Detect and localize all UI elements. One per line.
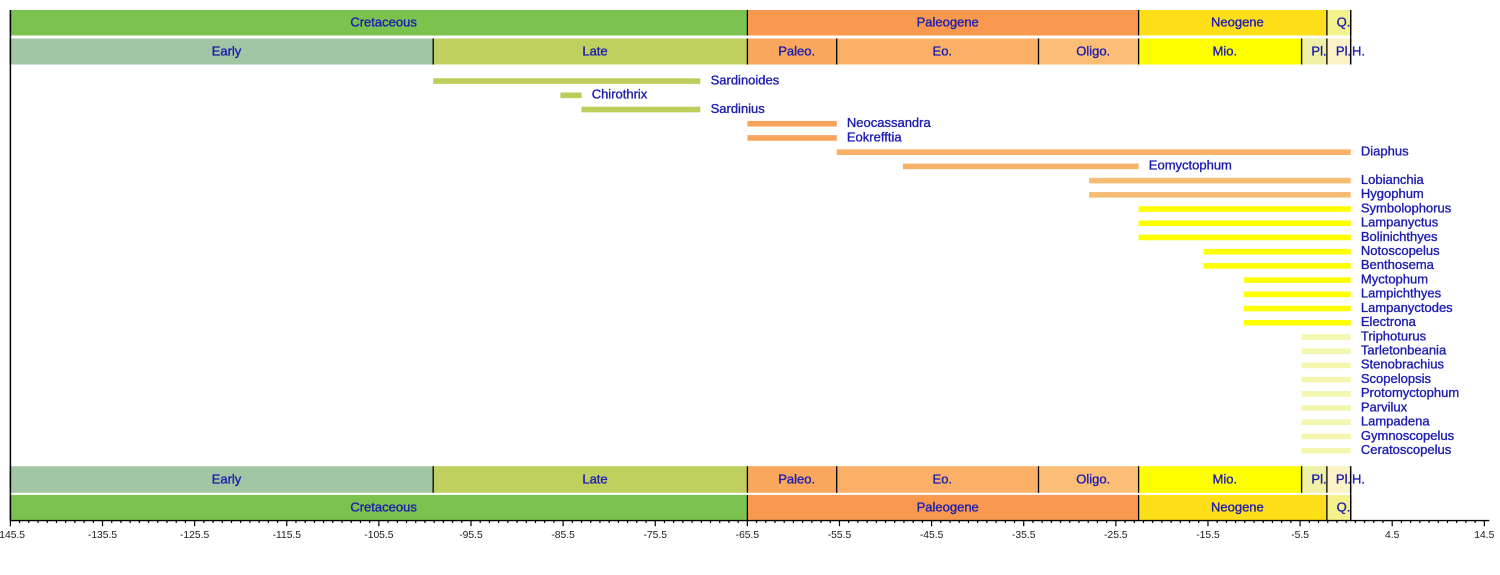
svg-text:Paleogene: Paleogene <box>917 15 979 30</box>
svg-text:Cretaceous: Cretaceous <box>350 499 417 514</box>
svg-text:Symbolophorus: Symbolophorus <box>1361 200 1452 215</box>
svg-text:Early: Early <box>212 471 242 486</box>
svg-text:Gymnoscopelus: Gymnoscopelus <box>1361 428 1455 443</box>
svg-text:Mio.: Mio. <box>1213 43 1238 58</box>
svg-text:Oligo.: Oligo. <box>1076 43 1110 58</box>
svg-text:Lampichthyes: Lampichthyes <box>1361 286 1442 301</box>
svg-text:-5.5: -5.5 <box>1291 530 1309 541</box>
svg-text:Neogene: Neogene <box>1211 15 1264 30</box>
svg-text:Late: Late <box>582 43 607 58</box>
svg-text:Q.: Q. <box>1337 15 1351 30</box>
svg-text:Lampanyctodes: Lampanyctodes <box>1361 300 1453 315</box>
svg-text:Lobianchia: Lobianchia <box>1361 172 1425 187</box>
svg-text:Ceratoscopelus: Ceratoscopelus <box>1361 442 1452 457</box>
svg-text:Eokrefftia: Eokrefftia <box>847 129 902 144</box>
svg-text:-45.5: -45.5 <box>920 530 944 541</box>
svg-text:Hygophum: Hygophum <box>1361 186 1424 201</box>
svg-text:Mio.: Mio. <box>1213 471 1238 486</box>
svg-text:Stenobrachius: Stenobrachius <box>1361 357 1445 372</box>
svg-text:Lampadena: Lampadena <box>1361 414 1430 429</box>
svg-text:-35.5: -35.5 <box>1012 530 1036 541</box>
svg-text:4.5: 4.5 <box>1385 530 1400 541</box>
svg-text:-25.5: -25.5 <box>1104 530 1128 541</box>
svg-text:Scopelopsis: Scopelopsis <box>1361 371 1432 386</box>
svg-text:Myctophum: Myctophum <box>1361 271 1428 286</box>
svg-text:Pl.: Pl. <box>1311 43 1326 58</box>
svg-text:Eo.: Eo. <box>933 43 953 58</box>
svg-text:H.: H. <box>1352 43 1365 58</box>
svg-text:-135.5: -135.5 <box>88 530 117 541</box>
svg-text:-105.5: -105.5 <box>364 530 393 541</box>
svg-text:Diaphus: Diaphus <box>1361 144 1409 159</box>
svg-text:Protomyctophum: Protomyctophum <box>1361 385 1459 400</box>
svg-text:Q.: Q. <box>1337 499 1351 514</box>
svg-text:Sardinoides: Sardinoides <box>711 72 780 87</box>
svg-text:Early: Early <box>212 43 242 58</box>
svg-text:Pl.: Pl. <box>1336 471 1351 486</box>
svg-text:-65.5: -65.5 <box>736 530 760 541</box>
svg-text:Neogene: Neogene <box>1211 499 1264 514</box>
svg-text:Pl.: Pl. <box>1311 471 1326 486</box>
svg-text:Paleogene: Paleogene <box>917 499 979 514</box>
svg-text:Chirothrix: Chirothrix <box>592 87 648 102</box>
svg-text:Neocassandra: Neocassandra <box>847 115 932 130</box>
svg-text:Paleo.: Paleo. <box>778 471 815 486</box>
svg-text:-95.5: -95.5 <box>459 530 483 541</box>
svg-text:Electrona: Electrona <box>1361 314 1417 329</box>
svg-text:-125.5: -125.5 <box>180 530 209 541</box>
svg-text:-75.5: -75.5 <box>643 530 667 541</box>
svg-text:-85.5: -85.5 <box>551 530 575 541</box>
svg-text:-145.5: -145.5 <box>0 530 25 541</box>
svg-text:Tarletonbeania: Tarletonbeania <box>1361 343 1447 358</box>
svg-text:Benthosema: Benthosema <box>1361 257 1435 272</box>
svg-text:Notoscopelus: Notoscopelus <box>1361 243 1440 258</box>
svg-text:Sardinius: Sardinius <box>711 101 766 116</box>
svg-text:Eo.: Eo. <box>933 471 953 486</box>
svg-text:Pl.: Pl. <box>1336 43 1351 58</box>
svg-text:-15.5: -15.5 <box>1196 530 1220 541</box>
svg-text:Oligo.: Oligo. <box>1076 471 1110 486</box>
svg-text:Paleo.: Paleo. <box>778 43 815 58</box>
svg-text:Cretaceous: Cretaceous <box>350 15 417 30</box>
svg-text:Triphoturus: Triphoturus <box>1361 328 1427 343</box>
svg-text:Eomyctophum: Eomyctophum <box>1149 158 1232 173</box>
svg-text:H.: H. <box>1352 471 1365 486</box>
svg-text:-115.5: -115.5 <box>273 530 302 541</box>
svg-text:14.5: 14.5 <box>1474 530 1494 541</box>
svg-text:Lampanyctus: Lampanyctus <box>1361 215 1439 230</box>
svg-text:-55.5: -55.5 <box>828 530 852 541</box>
svg-text:Parvilux: Parvilux <box>1361 399 1408 414</box>
svg-text:Late: Late <box>582 471 607 486</box>
svg-text:Bolinichthyes: Bolinichthyes <box>1361 229 1438 244</box>
